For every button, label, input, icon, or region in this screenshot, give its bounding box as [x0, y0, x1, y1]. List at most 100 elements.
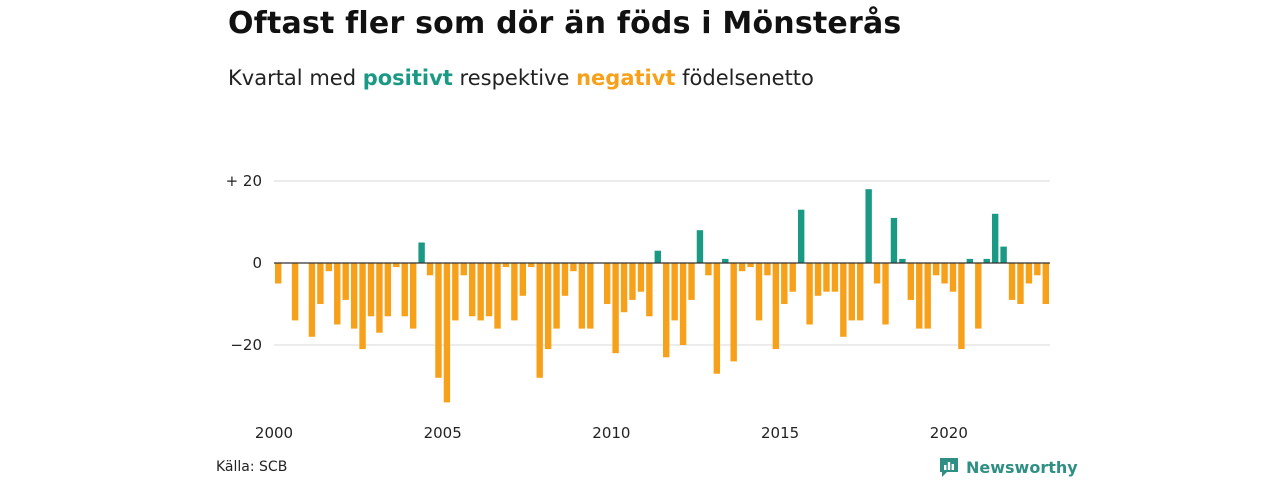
bar — [502, 263, 510, 268]
bar — [958, 263, 965, 350]
bar — [511, 263, 518, 321]
bar — [561, 263, 569, 296]
bar — [1034, 263, 1041, 276]
bar — [578, 263, 586, 329]
bar — [806, 263, 813, 325]
bar — [679, 263, 687, 345]
bar — [393, 263, 400, 268]
x-tick-label: 2010 — [592, 424, 630, 442]
bar — [966, 258, 974, 263]
bar — [435, 263, 442, 378]
source-note: Källa: SCB — [216, 459, 288, 475]
bar — [705, 263, 712, 276]
subtitle-middle: respektive — [459, 66, 570, 90]
bars — [275, 189, 1049, 403]
bar — [991, 213, 999, 263]
subtitle-suffix: födelsenetto — [682, 66, 814, 90]
bar — [688, 263, 695, 300]
bar — [907, 263, 915, 300]
subtitle-negative-word: negativt — [576, 66, 676, 90]
bar — [781, 263, 788, 304]
bar — [426, 263, 434, 276]
x-tick-label: 2000 — [255, 424, 293, 442]
bar — [460, 263, 467, 276]
bar — [587, 263, 594, 329]
bar — [722, 258, 729, 263]
bar — [334, 263, 341, 325]
bar — [317, 263, 324, 304]
bar — [857, 263, 864, 321]
bar — [831, 263, 839, 292]
bar — [882, 263, 889, 325]
bar — [342, 263, 349, 300]
bar — [755, 263, 763, 321]
bar — [873, 263, 881, 284]
bar — [291, 263, 299, 321]
bar — [671, 263, 678, 321]
bar — [865, 189, 872, 263]
bar — [747, 263, 754, 268]
x-tick-label: 2020 — [930, 424, 968, 442]
bar — [443, 263, 451, 403]
bar — [772, 263, 780, 350]
bar — [696, 230, 704, 263]
bar — [367, 263, 375, 317]
chart-title: Oftast fler som dör än föds i Mönsterås — [228, 6, 902, 41]
subtitle-prefix: Kvartal med — [228, 66, 357, 90]
bar — [1000, 246, 1007, 263]
bar — [401, 263, 408, 317]
bar — [924, 263, 931, 329]
bar — [730, 263, 737, 362]
bar — [789, 263, 796, 292]
bar — [890, 217, 898, 263]
x-tick-label: 2005 — [424, 424, 462, 442]
chart-subtitle: Kvartal med positivt respektive negativt… — [228, 66, 814, 90]
bar — [941, 263, 948, 284]
bar — [418, 242, 425, 263]
y-tick-label: −20 — [230, 336, 262, 354]
y-axis-labels: + 20 0 −20 — [226, 172, 262, 354]
bar — [663, 263, 670, 358]
bar — [325, 263, 333, 272]
bar — [308, 263, 316, 337]
bar — [764, 263, 771, 276]
bar — [494, 263, 501, 329]
y-tick-label: 0 — [252, 254, 262, 272]
bar — [975, 263, 982, 329]
bar — [350, 263, 358, 329]
bar — [713, 263, 721, 374]
bar — [553, 263, 560, 329]
bar — [477, 263, 484, 321]
newsworthy-chart-bubble-icon — [940, 458, 958, 477]
bar — [654, 250, 661, 263]
y-tick-label: + 20 — [226, 172, 262, 190]
brand-logo: Newsworthy — [938, 456, 1078, 478]
bar — [469, 263, 476, 317]
bar — [544, 263, 552, 350]
bar — [620, 263, 628, 313]
bar — [823, 263, 830, 292]
bar — [797, 209, 805, 263]
bar — [637, 263, 645, 292]
bar — [983, 258, 990, 263]
bar — [570, 263, 577, 272]
bar — [738, 263, 746, 272]
bar — [612, 263, 619, 354]
bar — [603, 263, 611, 304]
bar — [814, 263, 822, 296]
bar — [949, 263, 957, 292]
bar — [1025, 263, 1033, 284]
bar — [452, 263, 459, 321]
bar — [916, 263, 923, 329]
bar — [1008, 263, 1016, 300]
bar — [384, 263, 392, 317]
brand-name: Newsworthy — [966, 457, 1078, 477]
bar — [519, 263, 527, 296]
bar — [1017, 263, 1024, 304]
grid-lines — [274, 180, 1050, 346]
bar — [376, 263, 383, 333]
bar — [899, 258, 906, 263]
bar — [485, 263, 493, 317]
bar — [275, 263, 282, 284]
